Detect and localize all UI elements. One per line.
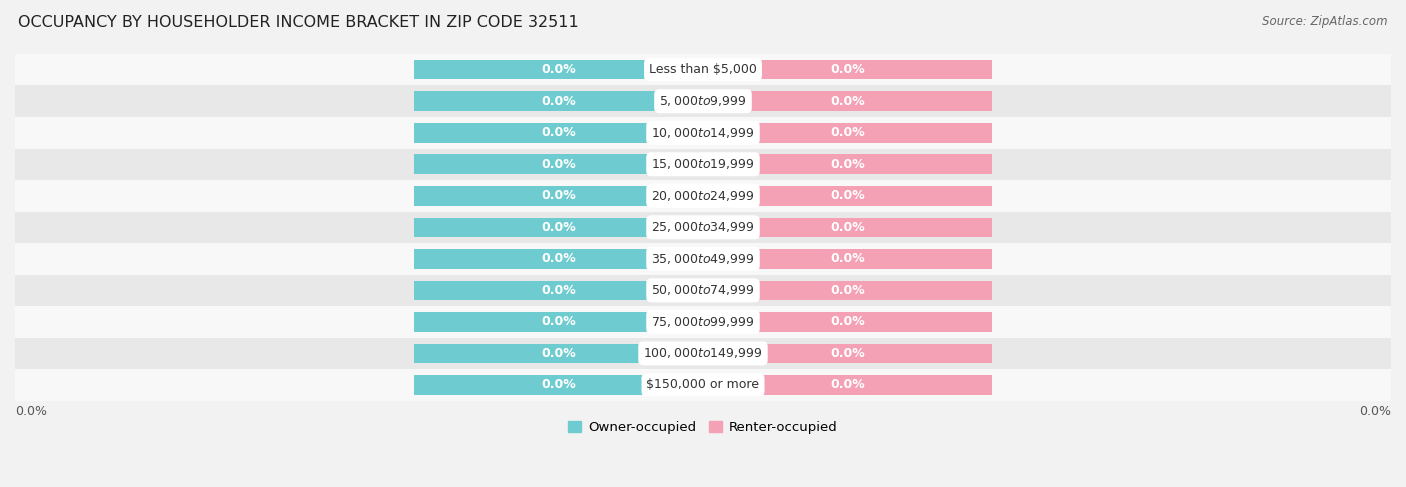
Text: Source: ZipAtlas.com: Source: ZipAtlas.com bbox=[1263, 15, 1388, 28]
Text: $25,000 to $34,999: $25,000 to $34,999 bbox=[651, 220, 755, 234]
Text: $150,000 or more: $150,000 or more bbox=[647, 378, 759, 392]
Text: 0.0%: 0.0% bbox=[830, 221, 865, 234]
Text: $20,000 to $24,999: $20,000 to $24,999 bbox=[651, 189, 755, 203]
Bar bbox=[413, 344, 703, 363]
Text: $35,000 to $49,999: $35,000 to $49,999 bbox=[651, 252, 755, 266]
Bar bbox=[703, 249, 993, 268]
Bar bbox=[413, 92, 703, 111]
Text: $100,000 to $149,999: $100,000 to $149,999 bbox=[644, 346, 762, 360]
Legend: Owner-occupied, Renter-occupied: Owner-occupied, Renter-occupied bbox=[562, 415, 844, 439]
Bar bbox=[703, 344, 993, 363]
Text: $50,000 to $74,999: $50,000 to $74,999 bbox=[651, 283, 755, 298]
Text: 0.0%: 0.0% bbox=[541, 252, 576, 265]
Bar bbox=[703, 375, 993, 394]
Bar bbox=[703, 60, 993, 79]
Text: 0.0%: 0.0% bbox=[830, 95, 865, 108]
Bar bbox=[15, 180, 1391, 211]
Bar bbox=[15, 306, 1391, 337]
Text: 0.0%: 0.0% bbox=[541, 378, 576, 392]
Text: 0.0%: 0.0% bbox=[541, 126, 576, 139]
Bar bbox=[413, 249, 703, 268]
Text: 0.0%: 0.0% bbox=[830, 316, 865, 328]
Text: 0.0%: 0.0% bbox=[830, 284, 865, 297]
Text: 0.0%: 0.0% bbox=[541, 63, 576, 76]
Bar bbox=[703, 312, 993, 332]
Bar bbox=[15, 86, 1391, 117]
Text: $15,000 to $19,999: $15,000 to $19,999 bbox=[651, 157, 755, 171]
Text: 0.0%: 0.0% bbox=[830, 189, 865, 202]
Bar bbox=[703, 281, 993, 300]
Bar bbox=[703, 92, 993, 111]
Bar bbox=[15, 243, 1391, 275]
Text: 0.0%: 0.0% bbox=[541, 158, 576, 171]
Bar bbox=[15, 275, 1391, 306]
Text: 0.0%: 0.0% bbox=[830, 126, 865, 139]
Bar bbox=[15, 369, 1391, 401]
Bar bbox=[413, 60, 703, 79]
Text: $75,000 to $99,999: $75,000 to $99,999 bbox=[651, 315, 755, 329]
Bar bbox=[15, 337, 1391, 369]
Text: $10,000 to $14,999: $10,000 to $14,999 bbox=[651, 126, 755, 140]
Bar bbox=[413, 281, 703, 300]
Text: 0.0%: 0.0% bbox=[830, 252, 865, 265]
Bar bbox=[15, 117, 1391, 149]
Text: 0.0%: 0.0% bbox=[15, 405, 46, 418]
Bar bbox=[413, 186, 703, 206]
Text: 0.0%: 0.0% bbox=[541, 284, 576, 297]
Bar bbox=[413, 312, 703, 332]
Text: 0.0%: 0.0% bbox=[541, 189, 576, 202]
Bar bbox=[703, 154, 993, 174]
Bar bbox=[703, 218, 993, 237]
Bar bbox=[15, 54, 1391, 86]
Text: 0.0%: 0.0% bbox=[830, 378, 865, 392]
Text: 0.0%: 0.0% bbox=[830, 63, 865, 76]
Text: 0.0%: 0.0% bbox=[541, 316, 576, 328]
Text: OCCUPANCY BY HOUSEHOLDER INCOME BRACKET IN ZIP CODE 32511: OCCUPANCY BY HOUSEHOLDER INCOME BRACKET … bbox=[18, 15, 579, 30]
Bar bbox=[703, 123, 993, 143]
Bar bbox=[413, 154, 703, 174]
Text: 0.0%: 0.0% bbox=[830, 158, 865, 171]
Text: $5,000 to $9,999: $5,000 to $9,999 bbox=[659, 94, 747, 108]
Bar bbox=[15, 149, 1391, 180]
Text: 0.0%: 0.0% bbox=[1360, 405, 1391, 418]
Bar bbox=[15, 211, 1391, 243]
Bar bbox=[413, 218, 703, 237]
Text: 0.0%: 0.0% bbox=[541, 95, 576, 108]
Text: 0.0%: 0.0% bbox=[541, 347, 576, 360]
Text: 0.0%: 0.0% bbox=[541, 221, 576, 234]
Text: Less than $5,000: Less than $5,000 bbox=[650, 63, 756, 76]
Text: 0.0%: 0.0% bbox=[830, 347, 865, 360]
Bar bbox=[703, 186, 993, 206]
Bar bbox=[413, 375, 703, 394]
Bar bbox=[413, 123, 703, 143]
